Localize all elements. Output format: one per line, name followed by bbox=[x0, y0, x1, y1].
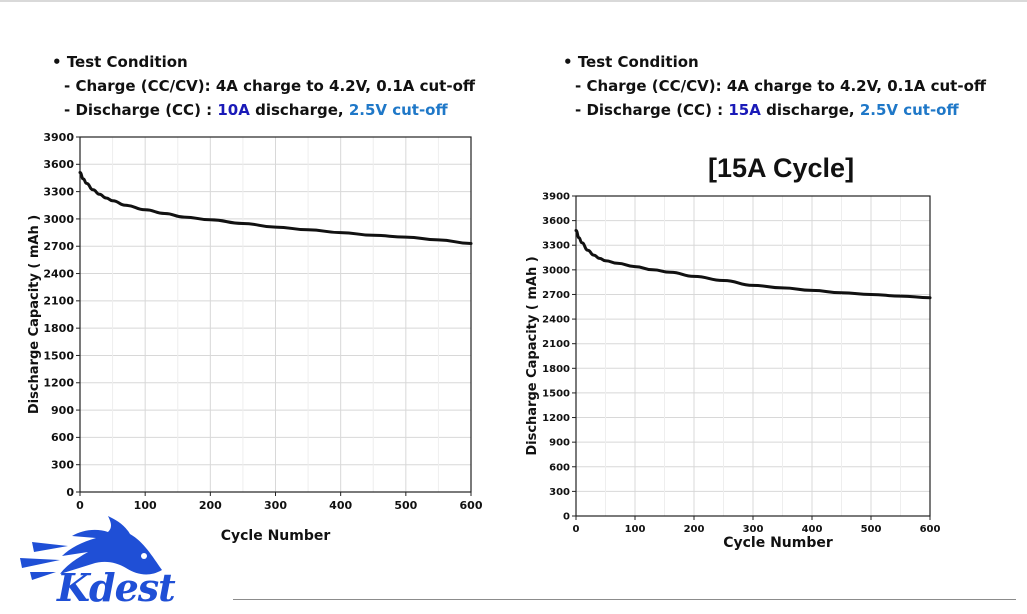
y-tick-label: 600 bbox=[51, 431, 74, 444]
x-tick-label: 400 bbox=[329, 499, 352, 512]
x-tick-label: 600 bbox=[460, 499, 483, 512]
x-tick-label: 0 bbox=[573, 524, 580, 535]
discharge-condition-row: - Discharge (CC) : 10A discharge, 2.5V c… bbox=[52, 98, 475, 122]
discharge-mid: discharge, bbox=[249, 101, 349, 119]
discharge-capacity-chart-15a: 0300600900120015001800210024002700300033… bbox=[525, 192, 941, 552]
test-condition-right: • Test Condition - Charge (CC/CV): 4A ch… bbox=[563, 50, 986, 122]
y-tick-label: 1500 bbox=[43, 349, 74, 362]
x-tick-label: 200 bbox=[199, 499, 222, 512]
x-tick-label: 500 bbox=[861, 524, 882, 535]
chart-title-15a: [15A Cycle] bbox=[708, 153, 855, 183]
y-tick-label: 0 bbox=[66, 486, 74, 499]
y-tick-label: 1800 bbox=[542, 364, 570, 375]
y-tick-label: 3900 bbox=[43, 131, 74, 144]
bottom-divider bbox=[233, 599, 1016, 600]
series-line bbox=[574, 229, 932, 300]
y-tick-label: 600 bbox=[549, 462, 570, 473]
x-axis-label: Cycle Number bbox=[723, 535, 833, 551]
charge-value: 4A charge to 4.2V, 0.1A cut-off bbox=[215, 77, 476, 95]
y-tick-label: 3300 bbox=[542, 241, 570, 252]
y-tick-label: 900 bbox=[51, 404, 74, 417]
y-tick-label: 3000 bbox=[542, 265, 570, 276]
discharge-condition-row: - Discharge (CC) : 15A discharge, 2.5V c… bbox=[563, 98, 986, 122]
x-tick-label: 300 bbox=[264, 499, 287, 512]
x-tick-label: 600 bbox=[920, 524, 941, 535]
y-tick-label: 3300 bbox=[43, 185, 74, 198]
y-tick-label: 2400 bbox=[43, 267, 74, 280]
y-tick-label: 2700 bbox=[542, 290, 570, 301]
x-tick-label: 300 bbox=[743, 524, 764, 535]
x-tick-label: 100 bbox=[134, 499, 157, 512]
discharge-cutoff: 2.5V cut-off bbox=[859, 101, 959, 119]
y-tick-label: 3600 bbox=[43, 158, 74, 171]
discharge-mid: discharge, bbox=[760, 101, 860, 119]
discharge-label: - Discharge (CC) : bbox=[64, 101, 218, 119]
x-tick-label: 100 bbox=[625, 524, 646, 535]
y-axis-label: Discharge Capacity ( mAh ) bbox=[27, 215, 42, 414]
discharge-label: - Discharge (CC) : bbox=[575, 101, 729, 119]
x-axis-label: Cycle Number bbox=[221, 528, 331, 544]
charge-value: 4A charge to 4.2V, 0.1A cut-off bbox=[726, 77, 987, 95]
discharge-current: 15A bbox=[728, 101, 761, 119]
y-tick-label: 2400 bbox=[542, 315, 570, 326]
discharge-capacity-chart-10a: 0300600900120015001800210024002700300033… bbox=[27, 131, 483, 544]
brand-logo-text: Kdest bbox=[57, 565, 176, 610]
charge-condition-row: - Charge (CC/CV): 4A charge to 4.2V, 0.1… bbox=[52, 74, 475, 98]
discharge-current: 10A bbox=[217, 101, 250, 119]
y-tick-label: 0 bbox=[563, 512, 570, 523]
y-tick-label: 300 bbox=[51, 459, 74, 472]
y-tick-label: 2100 bbox=[542, 339, 570, 350]
condition-heading-row: • Test Condition bbox=[563, 53, 699, 71]
x-tick-label: 400 bbox=[802, 524, 823, 535]
y-tick-label: 1200 bbox=[43, 377, 74, 390]
y-tick-label: 1800 bbox=[43, 322, 74, 335]
x-tick-label: 500 bbox=[394, 499, 417, 512]
series-line bbox=[78, 171, 473, 245]
y-tick-label: 300 bbox=[549, 487, 570, 498]
x-tick-label: 0 bbox=[76, 499, 84, 512]
y-tick-label: 2700 bbox=[43, 240, 74, 253]
charge-label: - Charge (CC/CV): bbox=[575, 77, 727, 95]
test-condition-left: • Test Condition - Charge (CC/CV): 4A ch… bbox=[52, 50, 475, 122]
top-divider bbox=[0, 0, 1027, 2]
y-axis-label: Discharge Capacity ( mAh ) bbox=[525, 256, 540, 455]
y-tick-label: 1200 bbox=[542, 413, 570, 424]
y-tick-label: 3600 bbox=[542, 216, 570, 227]
y-tick-label: 1500 bbox=[542, 388, 570, 399]
discharge-cutoff: 2.5V cut-off bbox=[348, 101, 448, 119]
y-tick-label: 3000 bbox=[43, 213, 74, 226]
condition-heading: Test Condition bbox=[66, 53, 188, 71]
condition-heading-row: • Test Condition bbox=[52, 53, 188, 71]
charge-condition-row: - Charge (CC/CV): 4A charge to 4.2V, 0.1… bbox=[563, 74, 986, 98]
horse-logo-icon bbox=[20, 516, 162, 580]
y-tick-label: 3900 bbox=[542, 192, 570, 203]
condition-heading: Test Condition bbox=[577, 53, 699, 71]
y-tick-label: 2100 bbox=[43, 295, 74, 308]
charge-label: - Charge (CC/CV): bbox=[64, 77, 216, 95]
y-tick-label: 900 bbox=[549, 438, 570, 449]
x-tick-label: 200 bbox=[684, 524, 705, 535]
